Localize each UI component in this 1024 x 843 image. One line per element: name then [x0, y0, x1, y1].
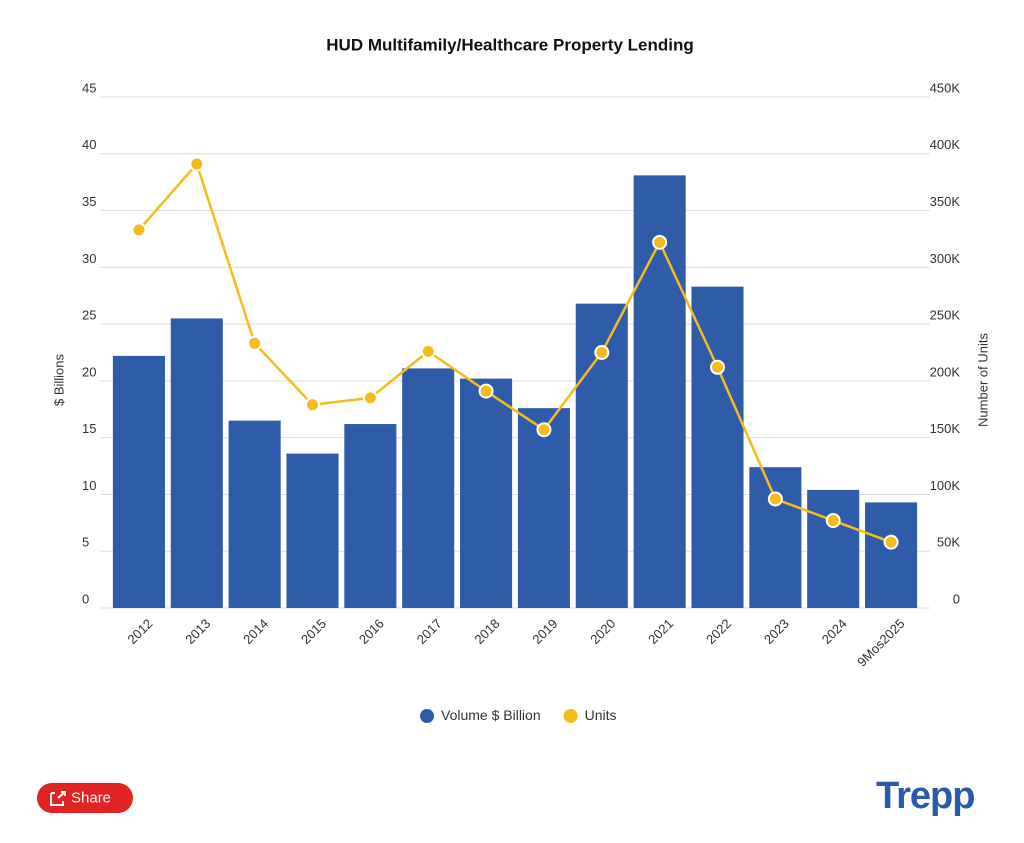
x-tick-label: 2022 — [703, 616, 734, 647]
legend-label: Volume $ Billion — [441, 707, 541, 723]
line-marker — [131, 222, 147, 238]
legend-item[interactable]: Units — [563, 707, 617, 723]
y2-tick-label: 300K — [930, 251, 961, 266]
bar — [112, 355, 165, 608]
line-marker — [420, 343, 436, 359]
bar — [460, 378, 513, 608]
line-marker — [305, 397, 320, 413]
y2-tick-label: 100K — [930, 478, 961, 493]
line-marker — [362, 390, 378, 406]
y2-tick-label: 450K — [930, 80, 961, 95]
bar — [517, 408, 570, 608]
x-tick-label: 2014 — [240, 616, 271, 647]
y-tick-label: 0 — [82, 591, 89, 606]
x-tick-label: 2017 — [414, 616, 445, 647]
bar — [344, 424, 397, 608]
legend-swatch — [563, 709, 578, 723]
bar — [749, 467, 802, 608]
line-marker — [652, 234, 668, 250]
bar — [402, 368, 455, 608]
x-tick-label: 2024 — [819, 616, 850, 647]
x-tick-label: 2015 — [298, 616, 329, 647]
line-marker — [594, 345, 610, 360]
y2-tick-label: 250K — [930, 308, 961, 323]
legend-swatch — [420, 709, 434, 723]
bar — [691, 286, 744, 608]
x-tick-label: 2021 — [645, 616, 676, 647]
x-tick-label: 9Mos2025 — [854, 616, 908, 670]
legend-item[interactable]: Volume $ Billion — [420, 707, 541, 723]
y2-tick-label: 200K — [930, 364, 961, 379]
bar — [807, 489, 860, 608]
line-marker — [247, 335, 263, 351]
x-tick-label: 2020 — [587, 616, 618, 647]
bar — [228, 420, 281, 608]
y-tick-label: 10 — [82, 478, 96, 493]
line-marker — [825, 513, 841, 529]
line-marker — [883, 534, 899, 550]
line-marker — [767, 491, 783, 507]
y-tick-label: 45 — [82, 80, 96, 95]
x-tick-label: 2023 — [761, 616, 792, 647]
y2-axis-label: Number of Units — [975, 333, 990, 427]
y-tick-label: 25 — [82, 308, 96, 323]
y-tick-label: 15 — [82, 421, 96, 436]
line-marker — [478, 383, 494, 399]
y2-tick-label: 150K — [930, 421, 961, 436]
y-tick-label: 30 — [82, 251, 96, 266]
share-label[interactable]: Share — [71, 789, 111, 806]
y2-tick-label: 350K — [930, 194, 961, 209]
bar — [170, 318, 223, 608]
y-tick-label: 20 — [82, 364, 96, 379]
x-tick-label: 2018 — [472, 616, 503, 647]
y-tick-label: 40 — [82, 137, 96, 152]
line-marker — [710, 359, 725, 375]
line-marker — [536, 422, 552, 438]
x-tick-label: 2012 — [124, 616, 155, 647]
y-tick-label: 35 — [82, 194, 96, 209]
bar — [286, 453, 339, 608]
legend-label: Units — [585, 707, 617, 723]
x-tick-label: 2013 — [182, 616, 213, 647]
x-tick-label: 2016 — [356, 616, 387, 647]
y-axis-label: $ Billions — [51, 353, 66, 406]
y2-tick-label: 50K — [937, 535, 960, 550]
bar — [865, 502, 918, 608]
y2-tick-label: 0 — [953, 591, 960, 606]
line-marker — [189, 156, 205, 172]
y2-tick-label: 400K — [930, 137, 961, 152]
y-tick-label: 5 — [82, 535, 89, 550]
line — [137, 161, 892, 544]
share-button[interactable]: Share — [37, 783, 133, 813]
x-tick-label: 2019 — [529, 616, 560, 647]
chart-title: HUD Multifamily/Healthcare Property Lend… — [326, 35, 693, 54]
share-icon[interactable] — [50, 791, 66, 806]
brand-logo: Trepp — [876, 775, 974, 817]
